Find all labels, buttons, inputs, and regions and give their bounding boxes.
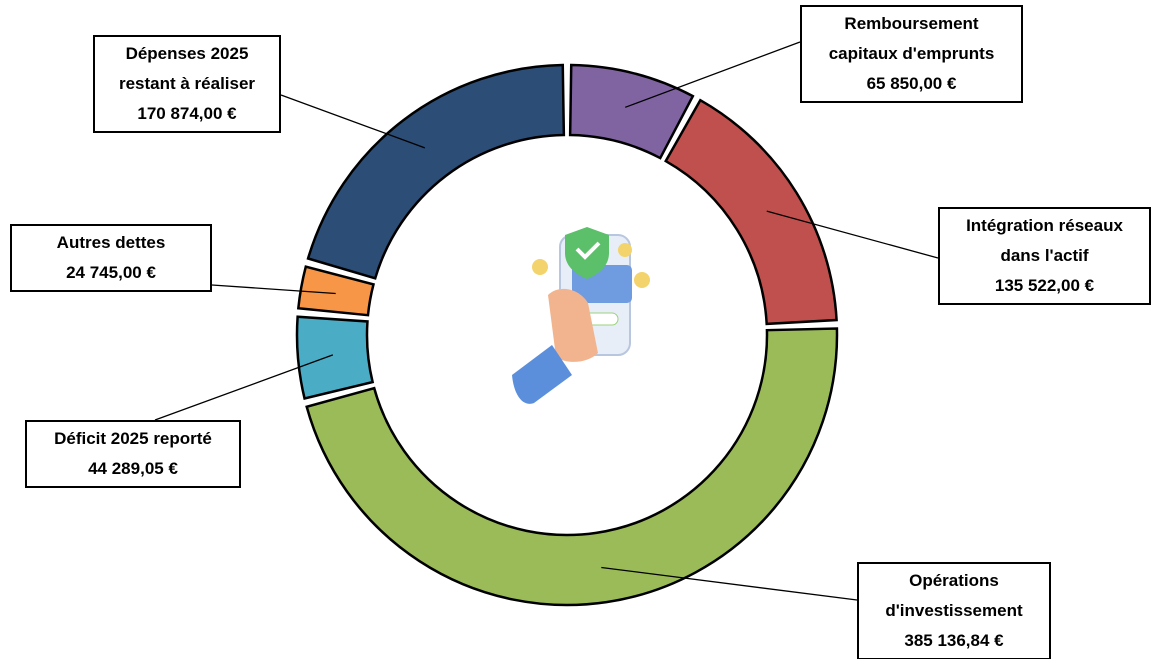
- value-label: 44 289,05 €: [88, 459, 178, 478]
- leader-line: [601, 566, 858, 601]
- segment-label: Opérations d'investissement 385 136,84 €: [857, 562, 1051, 659]
- donut-segment: [568, 63, 695, 160]
- value-label: 24 745,00 €: [66, 263, 156, 282]
- segment-label: Remboursement capitaux d'emprunts 65 850,…: [800, 5, 1023, 103]
- donut-segment: [306, 63, 566, 280]
- value-label: 135 522,00 €: [994, 276, 1095, 295]
- category-label: Remboursement capitaux d'emprunts: [828, 14, 995, 63]
- leader-line: [766, 210, 939, 259]
- segment-label: Dépenses 2025 restant à réaliser 170 874,…: [93, 35, 281, 133]
- leader-line: [280, 94, 426, 149]
- leader-line: [211, 284, 336, 295]
- value-label: 65 850,00 €: [866, 74, 957, 93]
- category-label: Déficit 2025 reporté: [54, 429, 212, 448]
- donut-segment: [305, 327, 839, 607]
- value-label: 170 874,00 €: [137, 104, 237, 123]
- donut-segment: [296, 265, 376, 317]
- segment-label: Intégration réseaux dans l'actif 135 522,…: [938, 207, 1151, 305]
- category-label: Dépenses 2025 restant à réaliser: [118, 44, 256, 93]
- segment-label: Déficit 2025 reporté 44 289,05 €: [25, 420, 241, 488]
- category-label: Autres dettes: [56, 233, 166, 252]
- category-label: Intégration réseaux dans l'actif: [966, 216, 1123, 265]
- leader-line: [624, 41, 801, 108]
- donut-segment: [664, 98, 838, 326]
- center-illustration: [512, 227, 650, 404]
- donut-segment: [295, 315, 375, 401]
- category-label: Opérations d'investissement: [885, 571, 1023, 620]
- segment-label: Autres dettes 24 745,00 €: [10, 224, 212, 292]
- value-label: 385 136,84 €: [904, 631, 1004, 650]
- leader-line: [154, 354, 334, 421]
